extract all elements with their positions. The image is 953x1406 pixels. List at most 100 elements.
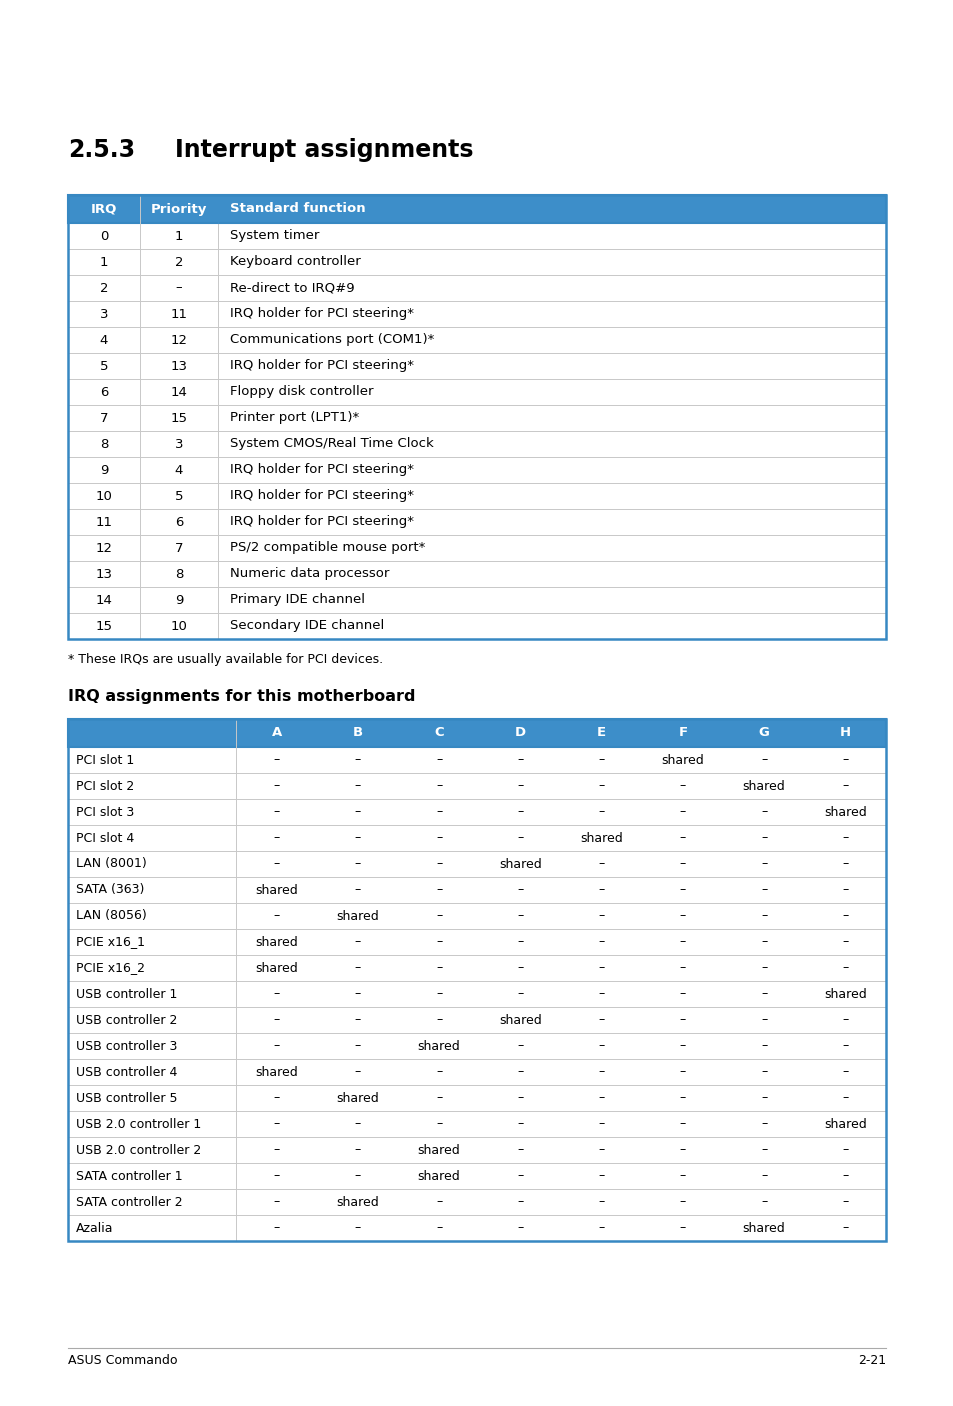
- Text: –: –: [841, 1066, 847, 1078]
- Text: 5: 5: [100, 360, 108, 373]
- Text: –: –: [679, 779, 685, 793]
- Text: –: –: [679, 1014, 685, 1026]
- Text: –: –: [760, 1170, 766, 1182]
- Text: –: –: [436, 806, 442, 818]
- Text: –: –: [517, 1066, 523, 1078]
- Text: Secondary IDE channel: Secondary IDE channel: [230, 620, 384, 633]
- Text: 4: 4: [174, 464, 183, 477]
- Text: PCIE x16_2: PCIE x16_2: [76, 962, 145, 974]
- Text: –: –: [355, 1014, 360, 1026]
- Text: –: –: [679, 806, 685, 818]
- Text: LAN (8056): LAN (8056): [76, 910, 147, 922]
- Text: –: –: [598, 962, 604, 974]
- Text: –: –: [760, 935, 766, 949]
- Text: –: –: [517, 1091, 523, 1105]
- Text: –: –: [841, 910, 847, 922]
- Text: 6: 6: [174, 516, 183, 529]
- Text: –: –: [679, 1170, 685, 1182]
- Text: –: –: [517, 987, 523, 1001]
- Text: –: –: [841, 962, 847, 974]
- Text: IRQ holder for PCI steering*: IRQ holder for PCI steering*: [230, 464, 414, 477]
- Text: Keyboard controller: Keyboard controller: [230, 256, 360, 269]
- Text: –: –: [598, 910, 604, 922]
- Text: –: –: [841, 831, 847, 845]
- Text: IRQ holder for PCI steering*: IRQ holder for PCI steering*: [230, 360, 414, 373]
- Bar: [68, 1033, 885, 1059]
- Text: shared: shared: [823, 987, 866, 1001]
- Text: –: –: [679, 1118, 685, 1130]
- Text: H: H: [839, 727, 850, 740]
- Bar: [68, 380, 885, 405]
- Text: –: –: [436, 831, 442, 845]
- Text: 7: 7: [100, 412, 108, 425]
- Text: –: –: [274, 806, 279, 818]
- Text: 14: 14: [171, 385, 187, 398]
- Text: –: –: [355, 1118, 360, 1130]
- Text: –: –: [760, 1195, 766, 1209]
- Text: shared: shared: [417, 1143, 460, 1157]
- Text: –: –: [760, 1014, 766, 1026]
- Text: 3: 3: [100, 308, 108, 321]
- Text: USB controller 1: USB controller 1: [76, 987, 177, 1001]
- Text: –: –: [436, 910, 442, 922]
- Bar: [68, 1111, 885, 1137]
- Text: shared: shared: [336, 910, 379, 922]
- Text: ASUS Commando: ASUS Commando: [68, 1354, 177, 1367]
- Text: PCI slot 2: PCI slot 2: [76, 779, 134, 793]
- Text: –: –: [355, 987, 360, 1001]
- Text: IRQ holder for PCI steering*: IRQ holder for PCI steering*: [230, 308, 414, 321]
- Bar: [68, 747, 885, 773]
- Text: SATA (363): SATA (363): [76, 883, 144, 897]
- Text: 13: 13: [171, 360, 188, 373]
- Text: –: –: [841, 779, 847, 793]
- Text: PCI slot 1: PCI slot 1: [76, 754, 134, 766]
- Text: –: –: [274, 1039, 279, 1053]
- Text: 12: 12: [95, 541, 112, 554]
- Text: shared: shared: [579, 831, 622, 845]
- Text: shared: shared: [336, 1091, 379, 1105]
- Text: –: –: [355, 1170, 360, 1182]
- Text: F: F: [678, 727, 687, 740]
- Text: –: –: [679, 831, 685, 845]
- Bar: [68, 561, 885, 586]
- Text: –: –: [598, 1091, 604, 1105]
- Bar: [68, 799, 885, 825]
- Text: –: –: [436, 935, 442, 949]
- Text: –: –: [517, 1195, 523, 1209]
- Text: Azalia: Azalia: [76, 1222, 113, 1234]
- Text: –: –: [274, 1014, 279, 1026]
- Text: –: –: [760, 858, 766, 870]
- Text: –: –: [598, 1014, 604, 1026]
- Text: Re-direct to IRQ#9: Re-direct to IRQ#9: [230, 281, 355, 294]
- Text: –: –: [760, 962, 766, 974]
- Text: –: –: [517, 883, 523, 897]
- Text: –: –: [598, 883, 604, 897]
- Bar: [68, 955, 885, 981]
- Text: –: –: [517, 910, 523, 922]
- Text: –: –: [760, 1118, 766, 1130]
- Text: shared: shared: [417, 1170, 460, 1182]
- Text: shared: shared: [255, 962, 297, 974]
- Bar: [68, 613, 885, 638]
- Text: –: –: [679, 883, 685, 897]
- Text: –: –: [679, 1066, 685, 1078]
- Text: shared: shared: [660, 754, 703, 766]
- Bar: [68, 1059, 885, 1085]
- Text: Communications port (COM1)*: Communications port (COM1)*: [230, 333, 434, 346]
- Text: E: E: [597, 727, 605, 740]
- Text: shared: shared: [336, 1195, 379, 1209]
- Text: –: –: [598, 1195, 604, 1209]
- Bar: [68, 1007, 885, 1033]
- Text: –: –: [679, 1222, 685, 1234]
- Text: –: –: [841, 1222, 847, 1234]
- Text: 3: 3: [174, 437, 183, 450]
- Text: 1: 1: [100, 256, 108, 269]
- Text: USB 2.0 controller 1: USB 2.0 controller 1: [76, 1118, 201, 1130]
- Text: –: –: [760, 806, 766, 818]
- Text: IRQ holder for PCI steering*: IRQ holder for PCI steering*: [230, 489, 414, 502]
- Bar: [68, 536, 885, 561]
- Text: –: –: [436, 779, 442, 793]
- Text: –: –: [274, 779, 279, 793]
- Text: –: –: [436, 1222, 442, 1234]
- Text: –: –: [517, 1118, 523, 1130]
